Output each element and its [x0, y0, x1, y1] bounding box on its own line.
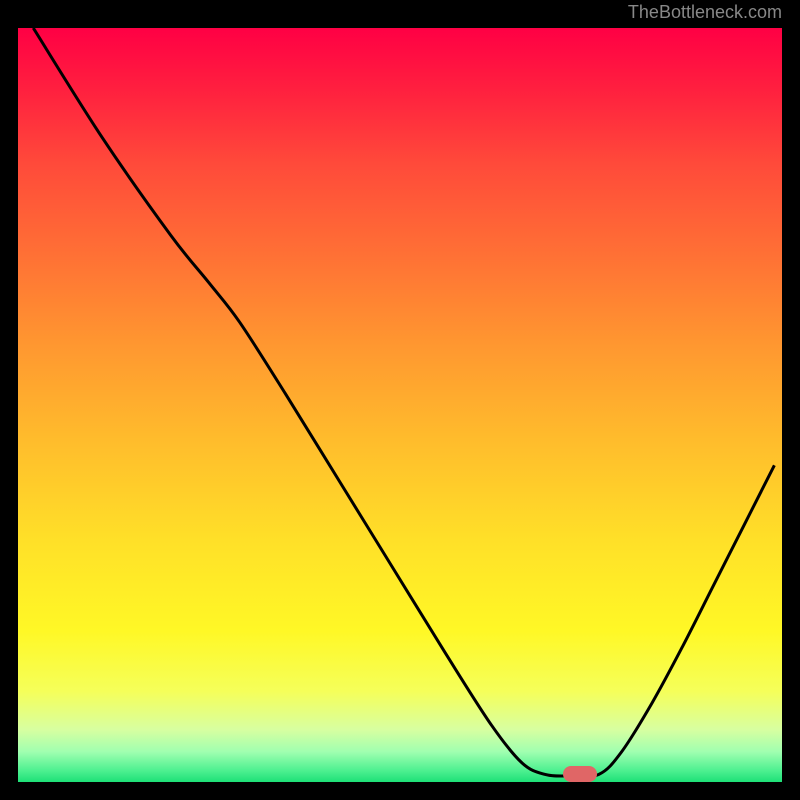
watermark-text: TheBottleneck.com	[628, 2, 782, 23]
plot-area	[18, 28, 782, 782]
bottleneck-curve	[33, 28, 774, 777]
curve-svg	[18, 28, 782, 782]
optimal-marker	[563, 766, 597, 782]
